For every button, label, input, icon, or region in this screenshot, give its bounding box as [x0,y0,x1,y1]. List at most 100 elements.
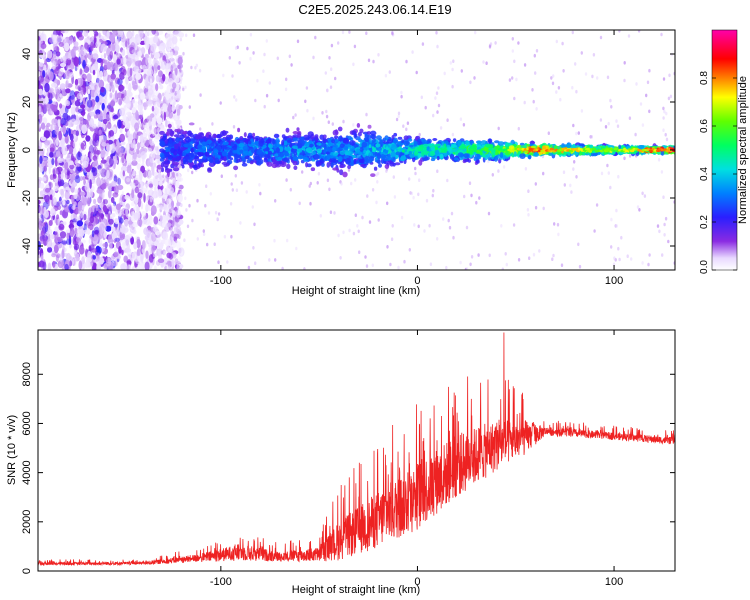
spectrogram-cell [103,231,108,239]
spectrogram-cell [158,70,163,78]
spectrogram-cell [535,107,538,111]
spectrogram-cell [47,162,51,167]
spectrogram-cell [98,246,102,254]
spectrogram-cell [38,105,42,113]
spectrogram-cell [386,201,389,206]
spectrogram-cell [436,110,439,114]
spectrogram-cell [405,59,408,64]
spectrogram-cell [316,181,319,185]
spectrogram-cell [61,248,65,259]
spectrogram-cell [517,41,520,45]
spectrogram-cell [62,55,66,61]
spectrogram-cell [126,30,133,40]
spectrogram-cell [475,200,478,205]
spectrogram-cell [99,242,103,247]
spectrogram-cell [262,69,265,73]
spectrogram-cell [74,175,81,184]
spectrogram-cell [157,123,163,128]
spectrogram-cell [89,111,96,117]
spectrogram-cell [90,41,94,52]
spectrogram-cell [40,32,44,42]
spectrogram-cell [143,227,149,235]
spectrogram-cell [126,177,131,183]
spectrogram-cell [641,123,645,127]
spectrogram-cell [51,253,57,258]
spectrogram-cell [412,195,415,200]
spectrogram-cell [437,103,441,108]
spectrogram-cell [626,254,629,258]
spectrogram-cell [148,170,152,178]
spectrogram-cell [166,198,171,205]
spectrogram-cell [92,69,96,76]
spectrogram-cell [135,68,142,73]
spectrogram-cell [39,155,43,164]
spectrogram-cell [66,238,72,245]
spectrogram-cell [635,82,638,86]
spectrogram-cell [120,141,126,146]
spectrogram-cell [103,71,108,81]
spectrogram-cell [183,238,186,242]
spectrogram-cell [604,125,608,129]
spectrogram-cell [149,196,153,203]
spectrogram-cell [52,51,57,59]
spectrogram-cell [68,36,73,41]
spectrogram-cell [82,85,87,95]
spectrogram-cell [96,75,101,85]
spectrogram-cell [254,98,257,103]
spectrogram-cell [156,117,163,125]
spectrogram-cell [49,182,54,189]
spectrogram-cell [469,80,472,85]
spectrogram-cell [488,45,492,49]
spectrogram-cell [329,210,333,214]
spectrogram-cell [439,126,443,130]
spectrogram-cell [233,165,239,171]
spectrogram-cell [198,68,202,73]
spectrogram-cell [168,184,172,190]
spectrogram-cell [213,242,216,246]
spectrogram-cell [512,223,516,227]
spectrogram-cell [133,212,139,221]
spectrogram-cell [173,101,176,105]
spectrogram-cell [62,124,66,135]
spectrogram-cell [100,86,105,93]
spectrogram-cell [151,166,155,177]
spectrogram-cell [44,187,51,193]
spectrogram-cell [89,152,93,160]
spectrogram-cell [43,165,47,172]
spectrogram-cell [170,69,173,74]
spectrogram-cell [469,262,472,267]
spectrogram-cell [209,192,212,196]
spectrogram-cell [648,109,651,114]
spectrogram-cell [538,249,541,253]
spectrogram-cell [136,148,140,155]
spectrogram-cell [175,119,182,126]
spectrogram-cell [102,177,106,184]
spectrogram-cell [288,54,291,59]
spectrogram-cell [84,261,89,269]
spectrogram-cell [660,170,664,174]
spectrogram-cell [138,89,144,94]
spectrogram-cell [74,188,79,194]
spectrogram-cell [662,195,665,199]
spectrogram-cell [48,220,53,226]
spectrogram-cell [152,116,156,127]
spectrogram-cell [38,36,41,42]
spectrogram-cell [134,100,138,110]
spectrogram-cell [188,203,191,208]
spectrogram-cell [171,200,174,208]
spectrogram-cell [557,86,561,90]
spectrogram-cell [657,158,661,162]
spectrogram-cell [96,263,101,270]
spectrogram-cell [327,120,330,124]
spectrogram-cell [66,232,69,240]
spectrogram-cell [38,220,43,231]
spectrogram-cell [301,170,304,174]
spectrogram-cell [477,253,480,257]
spectrogram-cell [452,235,455,240]
spectrogram-cell [368,220,372,224]
spectrogram-cell [134,94,139,99]
spectrogram-cell [113,30,119,37]
spectrogram-cell [623,78,626,83]
spectrogram-cell [138,92,141,103]
spectrogram-cell [45,57,52,63]
